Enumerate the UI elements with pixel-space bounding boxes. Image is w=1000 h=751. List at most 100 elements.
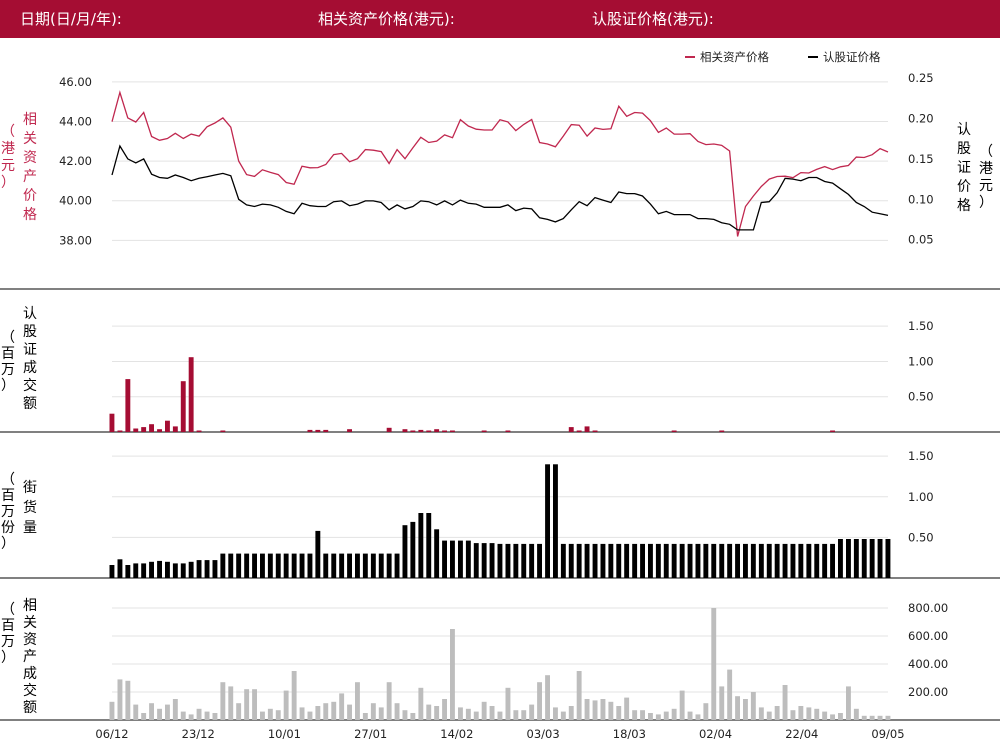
outstanding-bar	[624, 543, 630, 578]
asset-turnover-bar	[782, 685, 788, 720]
asset-turnover-bar	[640, 710, 645, 720]
left-axis-label: 格	[23, 207, 37, 223]
warrant-turnover-bar	[481, 430, 487, 432]
outstanding-bar	[671, 543, 677, 578]
outstanding-bar	[236, 553, 242, 578]
left-tick-label: 44.00	[59, 114, 92, 128]
warrant-turnover-bar	[188, 357, 194, 432]
outstanding-bar	[616, 543, 622, 578]
warrant-turnover-bar	[671, 430, 677, 432]
right-tick-label: 600.00	[908, 629, 948, 643]
outstanding-bar	[180, 563, 186, 578]
outstanding-bar	[584, 543, 590, 578]
outstanding-bar	[885, 539, 891, 578]
warrant-turnover-bar	[576, 430, 582, 432]
outstanding-bar	[497, 543, 503, 578]
warrant-turnover-bar	[584, 426, 590, 432]
outstanding-bar	[275, 553, 281, 578]
right-axis-label: 价	[957, 179, 971, 195]
right-tick-label: 1.00	[908, 490, 934, 504]
outstanding-bar	[109, 565, 115, 578]
right-tick-label: 0.20	[908, 112, 934, 126]
right-tick-label: 0.25	[908, 71, 934, 85]
left-axis-unit: ）	[1, 175, 15, 191]
asset-turnover-bar	[711, 608, 717, 720]
outstanding-bar	[141, 563, 147, 578]
left-axis-label: 资	[23, 150, 37, 166]
right-tick-label: 0.15	[908, 152, 934, 166]
outstanding-bar	[188, 561, 194, 579]
outstanding-bar	[157, 560, 162, 578]
outstanding-bar	[711, 543, 717, 578]
asset-turnover-bar	[790, 710, 796, 720]
asset-turnover-bar	[885, 715, 891, 720]
outstanding-bar	[291, 553, 297, 578]
outstanding-bar	[663, 543, 669, 578]
x-tick-label: 22/04	[785, 727, 818, 741]
warrant-turnover-bar	[426, 430, 432, 432]
asset-turnover-bar	[267, 708, 273, 720]
outstanding-bar	[228, 553, 234, 578]
outstanding-bar	[370, 553, 376, 578]
outstanding-bar	[244, 553, 250, 578]
right-axis-unit: 元	[979, 178, 993, 194]
outstanding-bar	[735, 543, 740, 578]
axis-label: 产	[23, 649, 37, 665]
outstanding-bar	[576, 543, 582, 578]
asset-turnover-bar	[180, 711, 186, 720]
axis-label: 资	[23, 632, 37, 648]
asset-turnover-bar	[663, 711, 669, 720]
asset-turnover-bar	[584, 699, 590, 720]
outstanding-bar	[267, 553, 273, 578]
outstanding-bar	[600, 543, 606, 578]
warrant-turnover-bar	[410, 430, 416, 432]
x-tick-label: 23/12	[182, 727, 215, 741]
outstanding-bar	[513, 543, 519, 578]
outstanding-bar	[315, 530, 321, 578]
asset-turnover-bar	[624, 697, 630, 720]
legend-warrant-price: 认股证价格	[823, 50, 881, 64]
asset-turnover-bar	[188, 714, 194, 720]
axis-label: 认	[23, 306, 37, 322]
asset-turnover-bar	[505, 687, 511, 720]
asset-turnover-bar	[853, 708, 859, 720]
asset-turnover-bar	[117, 679, 123, 720]
outstanding-bar	[774, 543, 780, 578]
outstanding-bar	[378, 553, 384, 578]
outstanding-bar	[331, 553, 337, 578]
outstanding-bar	[220, 553, 226, 578]
asset-turnover-bar	[869, 715, 875, 720]
asset-turnover-bar	[402, 710, 408, 720]
outstanding-bar	[252, 553, 257, 578]
asset-turnover-bar	[291, 671, 297, 720]
asset-price-label: 相关资产价格(港元):	[318, 10, 455, 28]
asset-turnover-bar	[806, 707, 812, 720]
outstanding-bar	[394, 553, 400, 578]
asset-turnover-bar	[553, 707, 558, 720]
asset-turnover-bar	[861, 715, 867, 720]
warrant-turnover-bar	[117, 430, 123, 432]
outstanding-bar	[458, 540, 463, 578]
chart-area: 46.00 44.00 42.00 40.00 38.00 0.25 0.20 0.15 0.1…	[0, 50, 1000, 741]
axis-label: 成	[23, 666, 37, 682]
right-tick-label: 800.00	[908, 601, 948, 615]
right-tick-label: 200.00	[908, 685, 948, 699]
axis-unit: 万	[1, 634, 15, 650]
asset-turnover-bar	[830, 714, 835, 720]
outstanding-bar	[592, 543, 598, 578]
asset-turnover-bar	[545, 675, 550, 720]
asset-turnover-bar	[410, 713, 416, 720]
asset-turnover-bar	[497, 711, 503, 720]
axis-unit: （	[1, 602, 15, 618]
asset-turnover-bar	[560, 711, 566, 720]
asset-turnover-bar	[655, 714, 661, 720]
asset-turnover-bar	[450, 629, 455, 720]
outstanding-bar	[172, 563, 178, 578]
asset-turnover-bar	[687, 711, 693, 720]
asset-turnover-bar	[204, 711, 210, 720]
outstanding-bar	[473, 543, 479, 578]
asset-turnover-bar	[275, 710, 281, 720]
asset-turnover-bar	[529, 704, 535, 720]
outstanding-bar	[719, 543, 725, 578]
outstanding-bar	[307, 553, 313, 578]
